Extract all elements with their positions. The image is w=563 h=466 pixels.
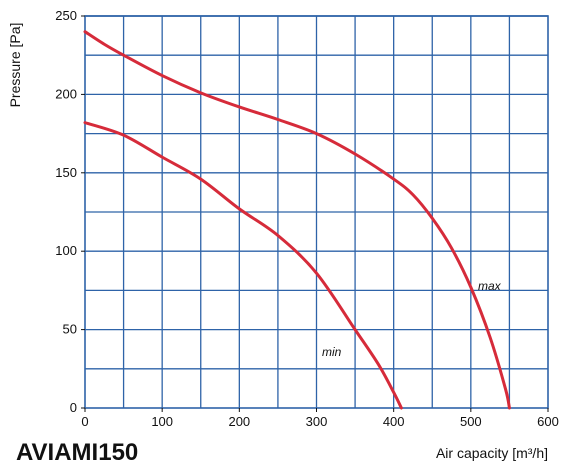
y-tick-label: 0 [70, 400, 77, 415]
x-tick-label: 300 [306, 414, 328, 429]
x-tick-label: 500 [460, 414, 482, 429]
x-tick-label: 100 [151, 414, 173, 429]
series-curve-min [83, 121, 403, 410]
y-tick-label: 250 [55, 8, 77, 23]
series-label-max: max [478, 279, 502, 293]
x-tick-label: 0 [81, 414, 88, 429]
y-axis-label: Pressure [Pa] [7, 23, 23, 108]
x-tick-label: 600 [537, 414, 559, 429]
x-axis-label: Air capacity [m³/h] [436, 445, 548, 461]
model-title: AVIAMI150 [16, 439, 139, 466]
y-tick-label: 150 [55, 165, 77, 180]
series-curve-max [83, 30, 511, 410]
chart-grid [84, 15, 549, 409]
chart-ticks: 0 100 200 300 400 500 600 0 50 100 150 200 250 [55, 8, 559, 429]
y-tick-label: 200 [55, 86, 77, 101]
series-label-min: min [322, 345, 342, 359]
y-tick-label: 50 [63, 322, 77, 337]
x-tick-label: 200 [228, 414, 250, 429]
y-tick-label: 100 [55, 243, 77, 258]
x-tick-label: 400 [383, 414, 405, 429]
chart-series: max min [83, 30, 511, 410]
